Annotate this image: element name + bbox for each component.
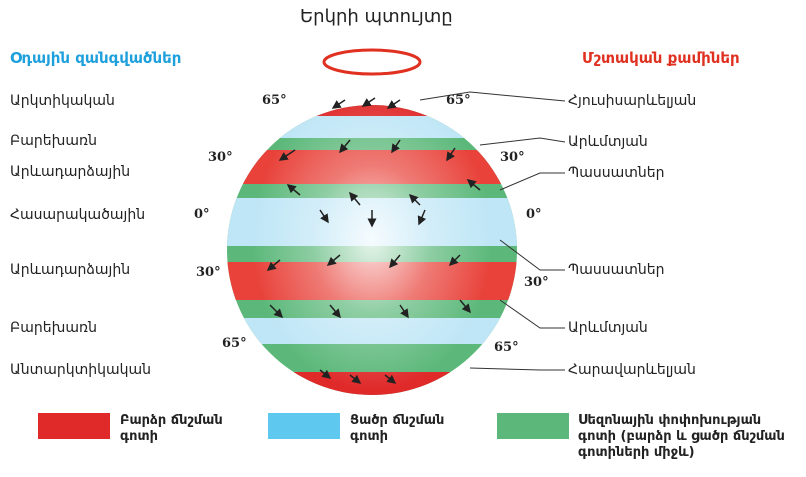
legend-label: Սեզոնային փոփոխության գոտի (բարձր և ցածր… — [578, 413, 800, 461]
latitude-label: 0° — [526, 207, 542, 223]
legend-label: Ցածր ճնշման գոտի — [350, 413, 480, 445]
air-mass-label: Բարեխառն — [10, 320, 97, 336]
latitude-label: 65° — [262, 93, 287, 109]
latitude-label: 65° — [494, 340, 519, 356]
latitude-label: 65° — [446, 93, 471, 109]
latitude-label: 30° — [500, 150, 525, 166]
globe — [220, 90, 530, 402]
air-mass-label: Արկտիկական — [10, 93, 115, 109]
air-masses-title: Օդային զանգվածներ — [10, 50, 181, 66]
winds-title: Մշտական քամիներ — [582, 50, 740, 66]
diagram: Երկրի պտույտը Օդային զանգվածներ Մշտական քա… — [0, 0, 806, 477]
wind-label: Պասսատներ — [568, 262, 664, 278]
air-mass-label: Անտարկտիկական — [10, 362, 151, 378]
legend-swatch — [497, 413, 569, 439]
latitude-label: 30° — [196, 265, 221, 281]
globe-drawing — [0, 0, 806, 477]
latitude-label: 0° — [194, 207, 210, 223]
legend-swatch — [268, 413, 340, 439]
air-mass-label: Արևադարձային — [10, 164, 130, 180]
title: Երկրի պտույտը — [300, 6, 453, 28]
wind-label: Հյուսիսարևելյան — [568, 93, 696, 109]
latitude-label: 30° — [524, 275, 549, 291]
wind-label: Հարավարևելյան — [568, 362, 696, 378]
latitude-label: 30° — [208, 150, 233, 166]
latitude-label: 65° — [222, 336, 247, 352]
legend-swatch — [38, 413, 110, 439]
wind-label: Արևմտյան — [568, 134, 648, 150]
wind-label: Արևմտյան — [568, 320, 648, 336]
air-mass-label: Բարեխառն — [10, 133, 97, 149]
wind-label: Պասսատներ — [568, 165, 664, 181]
air-mass-label: Հասարակածային — [10, 207, 145, 223]
air-mass-label: Արևադարձային — [10, 262, 130, 278]
legend-label: Բարձր ճնշման գոտի — [120, 413, 250, 445]
rotation-arrow — [324, 50, 420, 74]
